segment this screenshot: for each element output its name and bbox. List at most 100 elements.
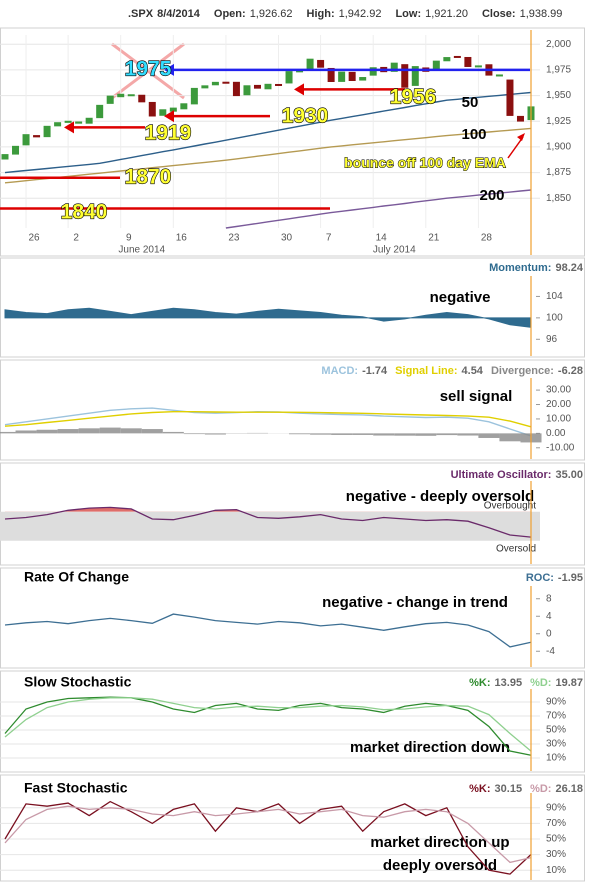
y-tick-label: 20.00 <box>546 399 571 410</box>
series-line <box>4 91 532 174</box>
annotation: deeply oversold <box>383 857 497 874</box>
ohlc-value: 1,942.92 <box>339 8 382 20</box>
readout-value: 98.24 <box>555 262 583 274</box>
candle <box>12 145 20 155</box>
candle <box>190 87 198 105</box>
series-line <box>4 411 532 428</box>
candle <box>96 104 104 119</box>
candle <box>54 122 62 127</box>
ohlc-label: High: <box>307 8 335 20</box>
x-tick-label: 2 <box>73 233 79 244</box>
bar <box>310 433 332 435</box>
y-tick-label: 8 <box>546 593 552 604</box>
panel-frame <box>0 670 585 773</box>
readout-value: 26.18 <box>555 783 583 795</box>
ohlc-label: Low: <box>395 8 421 20</box>
panel-frame <box>0 567 585 669</box>
arrow-head <box>164 110 174 123</box>
bar <box>352 433 374 435</box>
band-label: Oversold <box>496 543 536 554</box>
month-label: June 2014 <box>118 245 165 256</box>
readout-label: Ultimate Oscillator: <box>451 469 552 481</box>
series-line <box>4 800 532 875</box>
readout: Ultimate Oscillator: 35.00 <box>451 469 583 481</box>
month-label: July 2014 <box>373 245 416 256</box>
candle <box>369 67 377 76</box>
candle <box>464 56 472 67</box>
readout: ROC: -1.95 <box>526 572 583 584</box>
band-label: Overbought <box>484 500 536 511</box>
ohlc-value: 1,938.99 <box>520 8 563 20</box>
candle <box>180 103 188 110</box>
candle <box>348 71 356 81</box>
readout-label: %D: <box>530 677 551 689</box>
readout: Momentum: 98.24 <box>489 262 584 274</box>
level-label: 1930 <box>282 105 329 128</box>
candle <box>432 60 440 70</box>
candle <box>222 81 230 84</box>
bar <box>57 429 79 434</box>
bar <box>204 433 226 435</box>
readout-label: ROC: <box>526 572 554 584</box>
bar <box>499 433 521 442</box>
bar <box>415 433 437 436</box>
readout: MACD: -1.74 Signal Line: 4.54 Divergence: -6.… <box>321 365 583 377</box>
candle <box>127 94 135 97</box>
y-tick-label: 1,950 <box>546 90 571 101</box>
candle <box>506 79 514 116</box>
readout-value: -1.95 <box>558 572 583 584</box>
x-tick-label: 9 <box>126 233 132 244</box>
y-tick-label: 104 <box>546 291 563 302</box>
arrow-head <box>517 133 525 141</box>
x-tick-label: 28 <box>481 233 493 244</box>
y-tick-label: 10.00 <box>546 414 571 425</box>
readout-value: -1.74 <box>362 365 388 377</box>
y-tick-label: 70% <box>546 818 566 829</box>
annotation: sell signal <box>440 388 513 405</box>
candle <box>138 94 146 103</box>
bar <box>331 433 353 435</box>
ohlc-label: Close: <box>482 8 516 20</box>
series-line <box>4 697 532 752</box>
candle <box>1 154 9 160</box>
candle <box>22 134 30 146</box>
x-tick-label: 23 <box>228 233 240 244</box>
candle <box>75 121 83 124</box>
bar <box>15 430 37 434</box>
series-line <box>4 127 532 184</box>
candle <box>232 81 240 97</box>
y-tick-label: 50% <box>546 834 566 845</box>
cross-out <box>111 42 185 100</box>
candle <box>264 83 272 90</box>
y-tick-label: 10% <box>546 865 566 876</box>
bar <box>457 433 479 436</box>
candle <box>411 66 419 86</box>
annotation: bounce off 100 day EMA <box>344 155 506 171</box>
bar <box>78 428 100 434</box>
series-line <box>4 506 532 538</box>
y-tick-label: 30% <box>546 739 566 750</box>
level-label: 1975 <box>125 58 172 81</box>
x-tick-label: 30 <box>281 233 293 244</box>
candle <box>43 125 51 138</box>
y-tick-label: 1,875 <box>546 167 571 178</box>
readout-label: Momentum: <box>489 262 551 274</box>
ohlc-label: Open: <box>214 8 246 20</box>
candle <box>306 58 314 70</box>
candle <box>275 83 283 86</box>
level-label: 1840 <box>61 201 108 224</box>
bar <box>289 433 311 435</box>
y-tick-label: 90% <box>546 697 566 708</box>
candle <box>85 117 93 124</box>
annotation: negative - deeply oversold <box>346 488 534 505</box>
bar <box>0 431 16 434</box>
arrow-head <box>64 121 74 134</box>
x-tick-label: 16 <box>176 233 188 244</box>
bar <box>99 427 121 434</box>
candle <box>317 59 325 68</box>
readout-label: %K: <box>469 783 490 795</box>
candle <box>148 101 156 117</box>
readout-value: 13.95 <box>495 677 523 689</box>
header: .SPX 8/4/2014 Open: 1,926.62 High: 1,942.92 Lo… <box>128 8 562 20</box>
readout-value: 30.15 <box>495 783 523 795</box>
